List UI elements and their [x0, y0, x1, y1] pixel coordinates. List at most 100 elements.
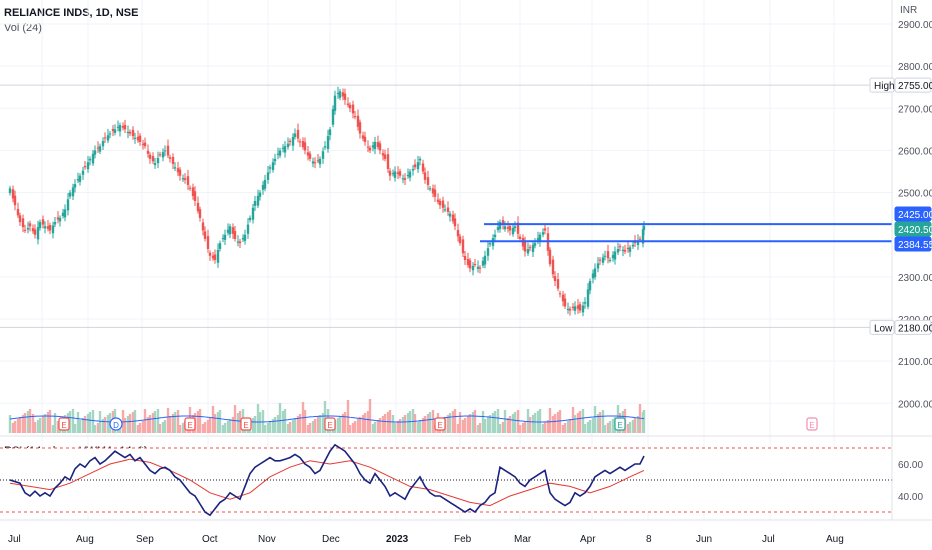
volume-bar: [431, 410, 435, 433]
candle-body: [13, 195, 17, 206]
candle-body: [453, 218, 457, 227]
candle-body: [128, 131, 132, 134]
candle-body: [418, 158, 422, 161]
volume-bar: [178, 425, 182, 433]
volume-bar: [88, 412, 92, 433]
volume-bar: [463, 418, 467, 433]
candle-body: [148, 154, 152, 159]
candle-body: [588, 281, 592, 291]
volume-bar: [373, 422, 377, 433]
volume-bar: [403, 415, 407, 433]
rsi-line: [9, 443, 645, 517]
volume-bar: [31, 414, 35, 433]
volume-bar: [266, 423, 270, 433]
price-axis[interactable]: 2900.00 2800.00 2700.00 2600.00 2500.00 2300.…: [869, 0, 932, 520]
candle-body: [173, 167, 177, 169]
candle-body: [161, 152, 165, 158]
candle-body: [423, 172, 427, 180]
volume-bar: [398, 419, 402, 433]
candle-body: [153, 163, 157, 166]
volume-bar: [306, 425, 310, 433]
volume-bar: [533, 413, 537, 433]
candle-body: [431, 188, 435, 194]
candle-body: [31, 228, 35, 232]
candle-body: [26, 227, 30, 230]
time-axis[interactable]: Jul Aug Sep Oct Nov Dec 2023 Feb Mar Apr 8 Jun Jul Au…: [0, 519, 932, 545]
volume-bar: [201, 424, 205, 433]
event-marker-letter: E: [809, 421, 814, 430]
volume-bar: [346, 400, 350, 433]
volume-bar: [126, 416, 130, 433]
candle-body: [416, 162, 420, 170]
candle-body: [603, 255, 607, 257]
volume-bar: [508, 416, 512, 433]
volume-bar: [421, 418, 425, 433]
price-label-box: [894, 236, 932, 252]
candle-body: [296, 129, 300, 139]
volume-bar: [551, 416, 555, 433]
candle-body: [303, 142, 307, 151]
volume-legend: Vol (24): [4, 22, 42, 34]
volume-bar: [253, 416, 257, 433]
candle-body: [448, 213, 452, 217]
candle-body: [642, 226, 646, 231]
candle-body: [218, 243, 222, 249]
earnings-marker: [58, 417, 70, 431]
volume-bar: [586, 422, 590, 433]
x-tick-label: Sep: [136, 534, 154, 545]
volume-bar: [496, 409, 500, 433]
candle-body: [288, 140, 292, 142]
candle-body: [406, 174, 410, 177]
candle-body: [313, 162, 317, 164]
volume-bar: [233, 405, 237, 433]
volume-bar: [18, 417, 22, 433]
candle-body: [553, 276, 557, 282]
volume-bar: [642, 410, 646, 433]
volume-bar: [448, 413, 452, 433]
price-label-value: 2425.00: [898, 210, 932, 221]
rsi-tick-label: 40.00: [898, 492, 923, 503]
price-label-box: [894, 77, 932, 93]
volume-bar: [96, 423, 100, 433]
candle-body: [198, 209, 202, 218]
candle-body: [223, 234, 227, 240]
candle-body: [48, 225, 52, 231]
candle-body: [426, 177, 430, 185]
candle-body: [66, 199, 70, 211]
volume-bar: [386, 412, 390, 433]
x-tick-label: Apr: [580, 534, 596, 545]
volume-bar: [416, 422, 420, 433]
volume-bar: [163, 420, 167, 433]
candle-body: [38, 222, 42, 229]
volume-bar: [556, 412, 560, 433]
candle-body: [143, 142, 147, 147]
volume-bar: [56, 421, 60, 433]
volume-bar: [546, 420, 550, 433]
volume-bar: [478, 423, 482, 433]
volume-bar: [176, 410, 180, 433]
candle-body: [126, 131, 130, 134]
event-marker-letter: E: [187, 421, 192, 430]
candle-body: [438, 200, 442, 206]
candle-body: [608, 259, 612, 261]
candle-body: [348, 104, 352, 109]
volume-bar: [446, 415, 450, 433]
volume-bar: [543, 422, 547, 433]
candle-body: [43, 226, 47, 229]
volume-bar: [583, 424, 587, 433]
volume-bar: [48, 410, 52, 433]
candle-body: [401, 178, 405, 180]
x-tick-label: 2023: [386, 534, 409, 545]
volume-bar: [383, 414, 387, 433]
volume-bar: [541, 424, 545, 433]
volume-bar: [81, 418, 85, 433]
gridlines: [0, 0, 932, 520]
candle-body: [516, 222, 520, 234]
volume-bar: [338, 416, 342, 433]
volume-bar: [43, 414, 47, 433]
volume-bar: [466, 416, 470, 433]
candle-body: [28, 223, 32, 227]
volume-bar: [428, 412, 432, 433]
volume-bar: [198, 409, 202, 433]
